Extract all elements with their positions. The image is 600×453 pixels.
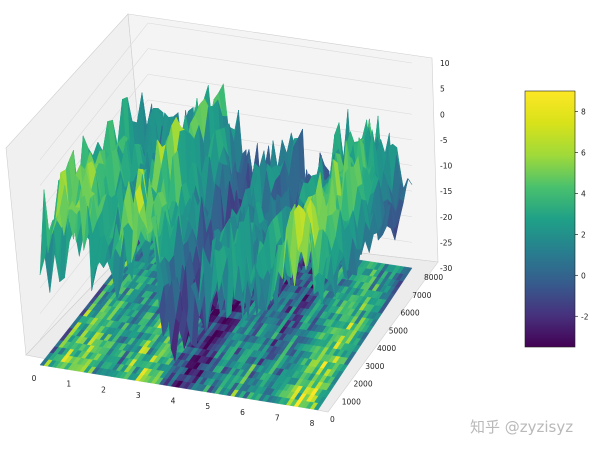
y-tick-label: 7000 [412, 291, 431, 300]
colorbar-tick-label: 8 [581, 107, 586, 116]
surface-facet [313, 274, 323, 305]
colorbar-tick-label: 0 [581, 271, 586, 280]
colorbar-tick-label: 6 [581, 148, 586, 157]
colorbar-tick-label: 4 [581, 189, 586, 198]
wall-gridline [39, 22, 149, 161]
x-tick-label: 1 [66, 380, 71, 389]
z-tick-label: 5 [440, 85, 445, 94]
y-tick-label: 2000 [354, 380, 373, 389]
contour-cell [403, 267, 413, 275]
z-tick-label: -20 [440, 213, 452, 222]
colorbar-tick-label: 2 [581, 230, 586, 239]
x-tick-label: 4 [171, 397, 176, 406]
z-tick-label: -15 [440, 187, 452, 196]
x-tick-label: 6 [240, 408, 245, 417]
wall-gridline [39, 48, 149, 186]
y-tick-label: 6000 [401, 309, 420, 318]
y-tick-label: 0 [330, 415, 335, 424]
y-tick-label: 3000 [365, 362, 384, 371]
z-tick-label: 10 [440, 59, 450, 68]
y-tick-label: 4000 [377, 344, 396, 353]
colorbar-gradient [524, 90, 576, 348]
y-tick-label: 5000 [389, 326, 408, 335]
y-tick-labels: 0 1000 2000 3000 4000 5000 6000 7000 8000 [330, 273, 443, 424]
wall-gridline [147, 48, 413, 89]
colorbar-tick-labels: 8 6 4 2 0 -2 [575, 107, 589, 321]
watermark-text: 知乎 @zyzisyz [470, 418, 573, 436]
colorbar: 8 6 4 2 0 -2 [524, 90, 589, 348]
x-tick-label: 3 [136, 391, 141, 400]
wall-gridline [147, 73, 413, 115]
x-tick-labels: 0 1 2 3 4 5 6 7 8 [32, 374, 315, 428]
z-tick-label: -10 [440, 162, 452, 171]
x-tick-label: 8 [310, 419, 315, 428]
z-tick-label: -25 [440, 238, 452, 247]
z-tick-labels: 10 5 0 -5 -10 -15 -20 -25 -30 [440, 59, 452, 273]
x-tick-label: 2 [101, 385, 106, 394]
y-tick-label: 1000 [342, 397, 361, 406]
wall-gridline [147, 22, 413, 64]
z-tick-label: -30 [440, 264, 452, 273]
x-tick-label: 5 [205, 402, 210, 411]
x-tick-label: 0 [32, 374, 37, 383]
z-tick-label: 0 [440, 110, 445, 119]
z-tick-label: -5 [440, 136, 448, 145]
surface-plot [39, 83, 413, 362]
y-tick-label: 8000 [424, 273, 443, 282]
x-tick-label: 7 [275, 413, 280, 422]
colorbar-tick-label: -2 [581, 312, 589, 321]
